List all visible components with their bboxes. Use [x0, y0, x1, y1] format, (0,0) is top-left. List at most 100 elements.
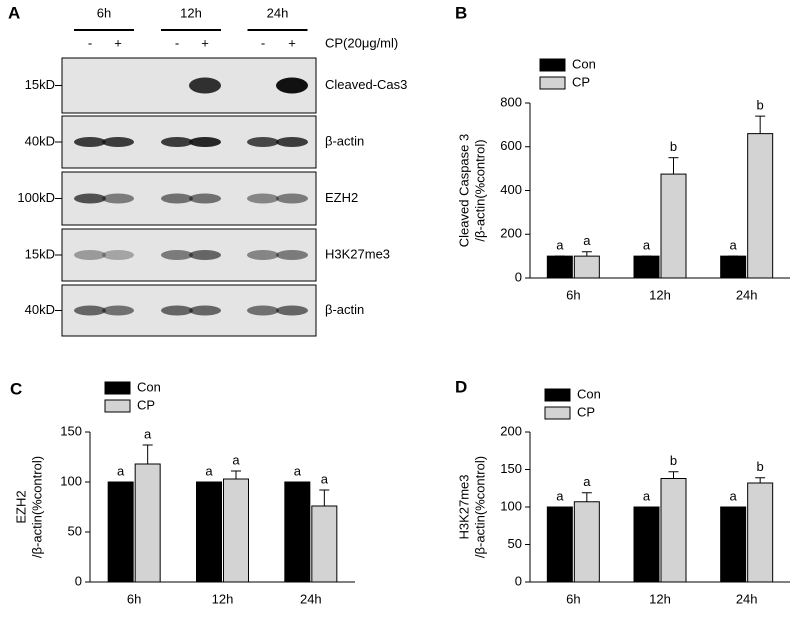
letter: a [730, 488, 738, 503]
bar [633, 255, 660, 279]
y-tick-label: 800 [500, 94, 522, 109]
band [247, 193, 279, 204]
band [276, 305, 308, 316]
letter: b [757, 98, 764, 113]
bar [720, 255, 747, 279]
y-axis-label: Cleaved Caspase 3 [456, 134, 471, 247]
x-tick-label: 12h [649, 591, 671, 606]
bar [747, 133, 774, 279]
y-tick-label: 50 [68, 523, 82, 538]
x-tick-label: 24h [736, 591, 758, 606]
legend-label: Con [572, 56, 596, 71]
bar [311, 505, 338, 583]
sign: + [288, 35, 296, 50]
bar [660, 478, 687, 583]
sign: - [261, 35, 265, 50]
band [161, 250, 193, 260]
group-label: 24h [267, 5, 289, 20]
panel-label: D [455, 377, 467, 396]
bar [284, 481, 311, 583]
band [102, 193, 134, 204]
row-name: H3K27me3 [325, 246, 390, 261]
letter: a [321, 471, 329, 486]
bar [633, 506, 660, 583]
legend-swatch [539, 58, 566, 72]
y-tick-label: 200 [500, 226, 522, 241]
row-name: Cleaved-Cas3 [325, 77, 407, 92]
letter: a [556, 488, 564, 503]
legend-swatch [104, 399, 131, 413]
marker: 40kD [25, 133, 55, 148]
x-tick-label: 12h [212, 591, 234, 606]
x-tick-label: 24h [736, 287, 758, 302]
letter: b [757, 459, 764, 474]
legend-label: Con [577, 386, 601, 401]
x-tick-label: 24h [300, 591, 322, 606]
bar [546, 255, 573, 279]
band [161, 305, 193, 316]
band [276, 137, 308, 147]
bar [546, 506, 573, 583]
panel-label: C [10, 379, 22, 398]
band [189, 77, 221, 94]
band [74, 250, 106, 260]
band [189, 137, 221, 147]
band [74, 193, 106, 204]
treatment: CP(20μg/ml) [325, 35, 398, 50]
bar [747, 482, 774, 583]
marker: 40kD [25, 302, 55, 317]
legend-label: CP [572, 74, 590, 89]
letter: b [670, 453, 677, 468]
y-axis-label: /β-actin(%control) [472, 456, 487, 558]
bar [573, 255, 600, 279]
x-tick-label: 6h [127, 591, 141, 606]
sign: + [201, 35, 209, 50]
letter: a [294, 463, 302, 478]
panel-label: A [8, 3, 20, 22]
letter: b [670, 139, 677, 154]
sign: + [114, 35, 122, 50]
y-tick-label: 150 [500, 461, 522, 476]
letter: a [583, 474, 591, 489]
y-tick-label: 100 [500, 498, 522, 513]
y-tick-label: 150 [60, 423, 82, 438]
band [74, 305, 106, 316]
y-tick-label: 200 [500, 423, 522, 438]
band [161, 193, 193, 204]
band [247, 137, 279, 147]
letter: a [205, 463, 213, 478]
bar [660, 173, 687, 279]
group-label: 12h [180, 5, 202, 20]
band [189, 305, 221, 316]
letter: a [232, 452, 240, 467]
y-axis-label: /β-actin(%control) [472, 139, 487, 241]
y-tick-label: 50 [508, 536, 522, 551]
legend-label: CP [137, 397, 155, 412]
y-tick-label: 400 [500, 182, 522, 197]
x-tick-label: 12h [649, 287, 671, 302]
legend-swatch [544, 388, 571, 402]
marker: 15kD [25, 77, 55, 92]
band [247, 250, 279, 260]
legend-swatch [544, 406, 571, 420]
bar [134, 463, 161, 583]
letter: a [556, 238, 564, 253]
bar [573, 501, 600, 583]
marker: 15kD [25, 246, 55, 261]
sign: - [175, 35, 179, 50]
y-tick-label: 0 [515, 573, 522, 588]
row-name: EZH2 [325, 190, 358, 205]
bar [196, 481, 222, 583]
legend-swatch [104, 381, 131, 395]
letter: a [117, 463, 125, 478]
y-axis-label: H3K27me3 [456, 474, 471, 539]
group-label: 6h [97, 5, 111, 20]
band [102, 137, 134, 147]
legend-swatch [539, 76, 566, 90]
band [276, 77, 308, 94]
band [276, 250, 308, 260]
bar [223, 478, 249, 583]
x-tick-label: 6h [566, 287, 580, 302]
legend-label: CP [577, 404, 595, 419]
